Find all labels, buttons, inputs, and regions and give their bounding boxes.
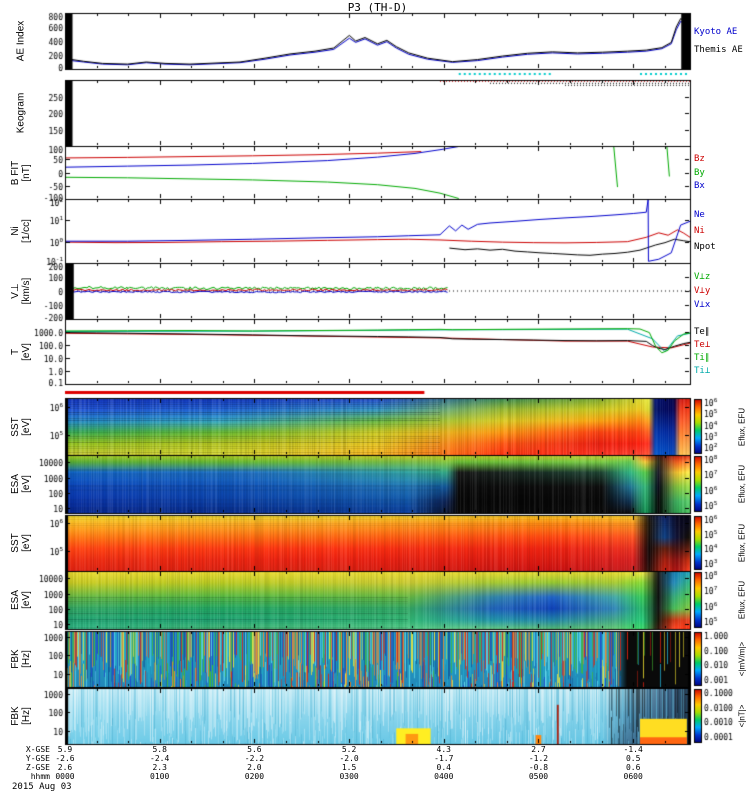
plot-canvas (0, 0, 750, 800)
themis-overview-plot: P3 (TH-D) 2015 Aug 03 AE Index Kyoto AE Th… (0, 0, 750, 800)
